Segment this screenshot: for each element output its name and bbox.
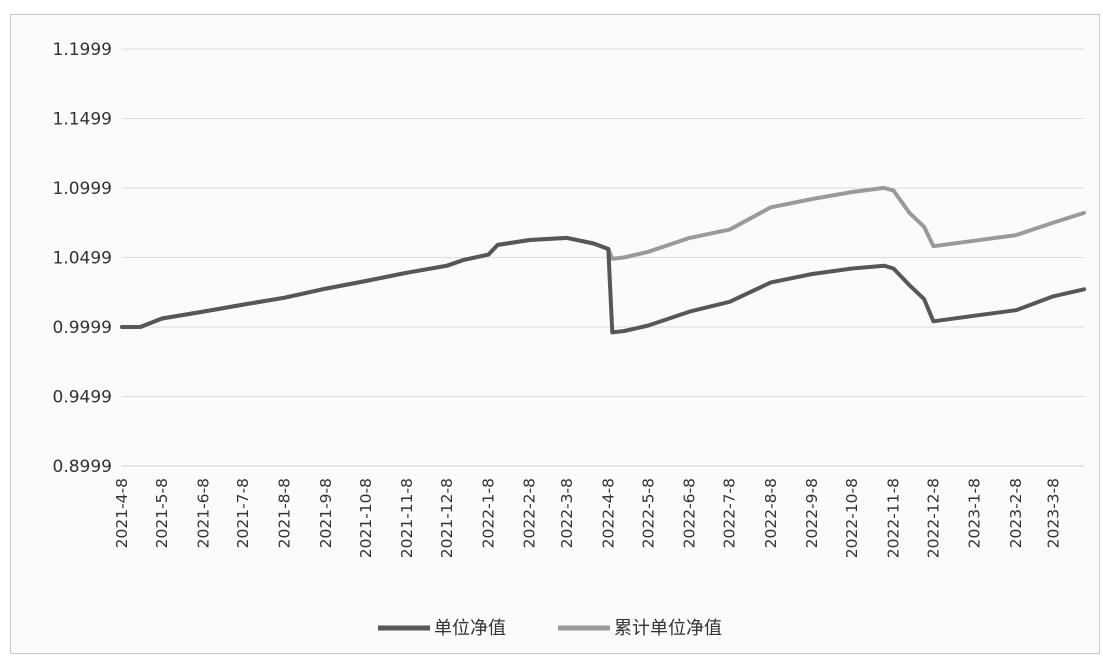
chart-frame — [10, 14, 1100, 654]
legend-label-0: 单位净值 — [434, 618, 506, 639]
x-axis-ticks: 2021-4-8 2021-5-8 2021-6-8 2021-7-8 2021-8-8… — [113, 478, 1062, 558]
x-tick-label: 2021-7-8 — [234, 478, 252, 548]
x-tick-label: 2022-4-8 — [599, 478, 617, 548]
y-tick-label: 0.9999 — [53, 318, 112, 338]
series-lines — [120, 185, 1086, 335]
x-tick-label: 2022-3-8 — [558, 478, 576, 548]
x-tick-label: 2023-1-8 — [966, 478, 984, 548]
y-tick-label: 0.9499 — [53, 388, 112, 408]
x-tick-label: 2021-10-8 — [357, 478, 375, 558]
x-tick-label: 2023-3-8 — [1044, 478, 1062, 548]
x-tick-label: 2021-5-8 — [153, 478, 171, 548]
x-tick-label: 2021-9-8 — [317, 478, 335, 548]
x-tick-label: 2023-2-8 — [1007, 478, 1025, 548]
y-tick-label: 1.1499 — [53, 110, 112, 130]
x-tick-label: 2021-8-8 — [276, 478, 294, 548]
x-tick-label: 2021-4-8 — [113, 478, 131, 548]
x-tick-label: 2022-1-8 — [479, 478, 497, 548]
x-tick-label: 2022-12-8 — [924, 478, 942, 558]
x-tick-label: 2022-7-8 — [721, 478, 739, 548]
gridlines — [122, 48, 1084, 467]
x-tick-label: 2022-6-8 — [681, 478, 699, 548]
series-line-0 — [120, 235, 1086, 335]
legend: 单位净值 累计单位净值 — [378, 618, 722, 639]
x-tick-label: 2022-8-8 — [762, 478, 780, 548]
x-tick-label: 2022-5-8 — [639, 478, 657, 548]
x-tick-label: 2021-6-8 — [194, 478, 212, 548]
x-tick-label: 2022-2-8 — [521, 478, 539, 548]
x-tick-label: 2021-11-8 — [398, 478, 416, 558]
legend-label-1: 累计单位净值 — [614, 618, 722, 639]
x-tick-label: 2022-9-8 — [803, 478, 821, 548]
x-tick-label: 2022-10-8 — [843, 478, 861, 558]
x-tick-label: 2022-11-8 — [884, 478, 902, 558]
y-tick-label: 0.8999 — [53, 457, 112, 477]
y-tick-label: 1.1999 — [53, 40, 112, 60]
y-tick-label: 1.0999 — [53, 179, 112, 199]
y-tick-label: 1.0499 — [53, 249, 112, 269]
y-axis-ticks: 1.1999 1.1499 1.0999 1.0499 0.9999 0.9499 0.89… — [53, 40, 112, 477]
x-tick-label: 2021-12-8 — [438, 478, 456, 558]
